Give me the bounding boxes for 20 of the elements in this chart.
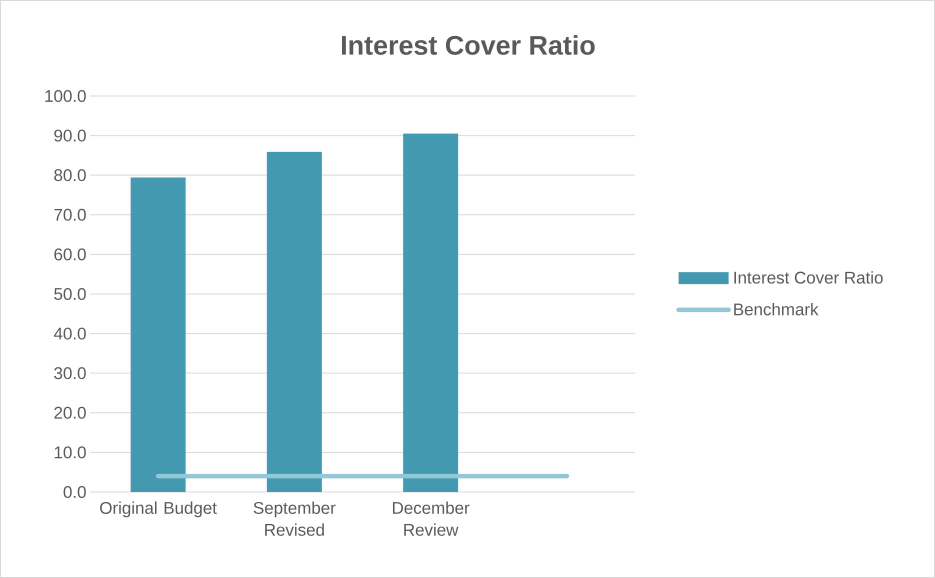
legend-label: Interest Cover Ratio bbox=[734, 271, 883, 284]
y-tick-label: 10.0 bbox=[54, 446, 86, 458]
y-tick-label: 20.0 bbox=[54, 406, 86, 419]
y-tick-label: 70.0 bbox=[54, 208, 86, 221]
bar bbox=[130, 178, 186, 492]
y-tick-label: 0.0 bbox=[64, 486, 86, 498]
bar bbox=[266, 152, 322, 492]
y-tick-label: 30.0 bbox=[54, 367, 86, 380]
bar bbox=[403, 134, 458, 492]
legend-label: Benchmark bbox=[734, 302, 819, 316]
y-tick-label: 100.0 bbox=[45, 90, 86, 102]
y-tick-label: 90.0 bbox=[54, 130, 86, 142]
x-tick-label: Original Budget bbox=[100, 502, 217, 518]
y-tick-label: 60.0 bbox=[54, 248, 86, 260]
y-tick-label: 50.0 bbox=[54, 288, 86, 300]
y-tick-label: 40.0 bbox=[54, 328, 86, 340]
x-tick-label: December Review bbox=[392, 502, 470, 536]
y-tick-label: 80.0 bbox=[54, 169, 86, 182]
x-tick-label: September Revised bbox=[254, 502, 336, 536]
chart-title: Interest Cover Ratio bbox=[342, 35, 595, 55]
